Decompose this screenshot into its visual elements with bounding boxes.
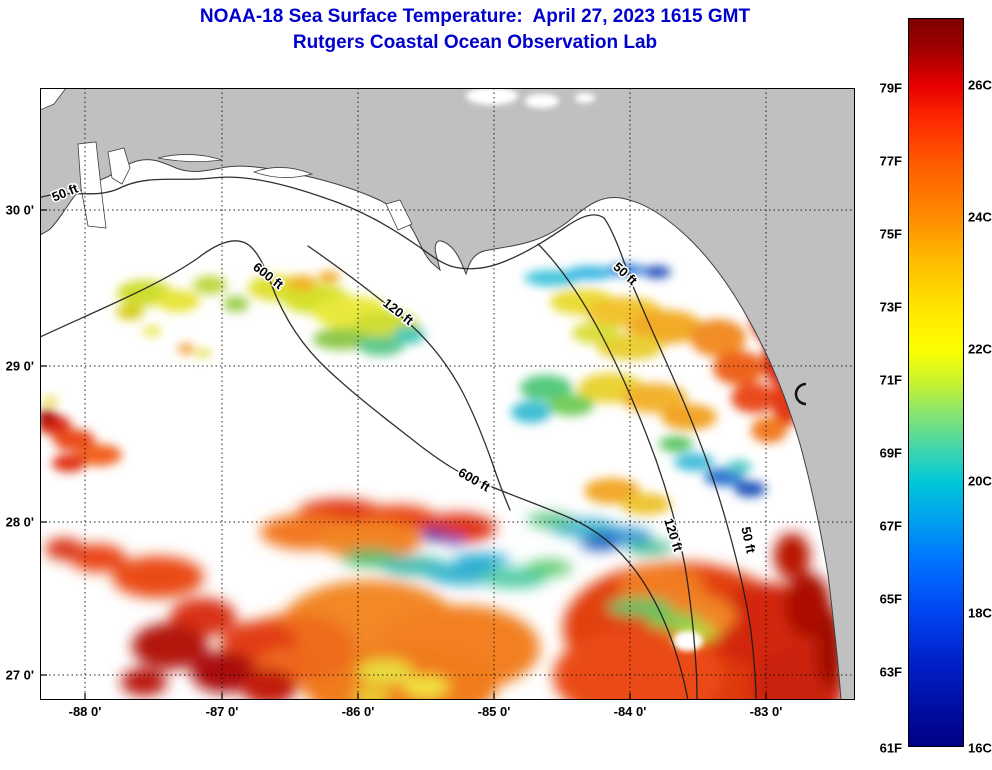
colorbar-f-label: 77F xyxy=(879,153,902,169)
colorbar-f-label: 73F xyxy=(879,299,902,315)
cloud-gaps xyxy=(557,448,703,651)
map-plot: 50 ft 600 ft 120 ft 50 ft 600 ft 120 ft … xyxy=(40,88,855,700)
colorbar-f-label: 65F xyxy=(879,591,902,607)
contour-50ft xyxy=(40,176,757,700)
colorbar-f-label: 75F xyxy=(879,226,902,242)
x-tick-label: -87 0' xyxy=(205,704,239,719)
contour-120ft-east xyxy=(537,243,698,700)
colorbar-c-label: 16C xyxy=(968,740,992,756)
colorbar-f-label: 67F xyxy=(879,518,902,534)
colorbar-gradient xyxy=(908,18,964,747)
page-title: NOAA-18 Sea Surface Temperature: April 2… xyxy=(199,6,751,27)
y-tick-label: 28 0' xyxy=(5,514,34,530)
x-tick-label: -88 0' xyxy=(68,704,102,719)
colorbar-f-label: 79F xyxy=(879,80,902,96)
x-tick-label: -84 0' xyxy=(613,704,647,719)
contour-label: 50 ft xyxy=(738,525,758,555)
sst-map-canvas: 50 ft 600 ft 120 ft 50 ft 600 ft 120 ft … xyxy=(40,88,855,700)
colorbar-c-label: 18C xyxy=(968,605,992,621)
sst-patch-central xyxy=(511,264,800,515)
contour-120ft-west xyxy=(307,245,511,511)
page-subtitle: Rutgers Coastal Ocean Observation Lab xyxy=(292,32,658,53)
colorbar-f-label: 71F xyxy=(879,372,902,388)
colorbar-f-label: 61F xyxy=(879,740,902,756)
y-tick-label: 29 0' xyxy=(5,358,34,374)
contour-600ft xyxy=(40,240,689,700)
clouds-over-land xyxy=(466,88,595,108)
y-tick-label: 27 0' xyxy=(5,667,34,683)
colorbar-c-label: 20C xyxy=(968,473,992,489)
sst-patch-south xyxy=(45,499,845,700)
colorbar-c-label: 26C xyxy=(968,77,992,93)
colorbar-c-label: 22C xyxy=(968,341,992,357)
colorbar-f-label: 69F xyxy=(879,445,902,461)
coastal-inlet-mark xyxy=(794,382,807,406)
axis-ticks xyxy=(40,209,767,700)
grid-lines xyxy=(40,88,855,700)
colorbar-f-label: 63F xyxy=(879,664,902,680)
y-tick-label: 30 0' xyxy=(5,202,34,218)
bathymetry-contours xyxy=(40,176,757,700)
colorbar-c-label: 24C xyxy=(968,209,992,225)
x-tick-label: -86 0' xyxy=(341,704,375,719)
bays-and-inlets xyxy=(40,88,413,231)
x-tick-label: -83 0' xyxy=(749,704,783,719)
x-tick-label: -85 0' xyxy=(477,704,511,719)
sst-patch-west-shelf xyxy=(116,271,425,357)
plot-border xyxy=(40,88,855,700)
